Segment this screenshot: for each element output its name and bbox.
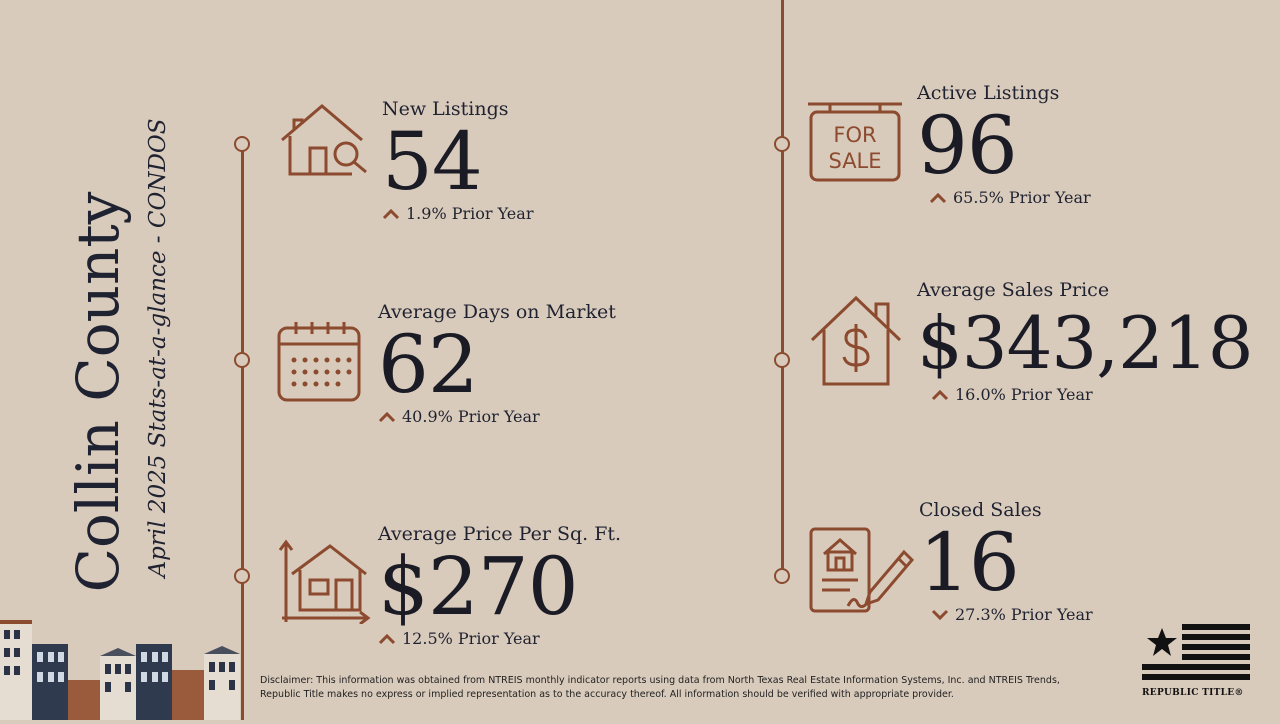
arrow-up-icon: [929, 192, 947, 203]
timeline-node: [234, 568, 250, 584]
stat-change: 1.9% Prior Year: [382, 204, 533, 223]
stat-avg-days-on-market: Average Days on Market 62 40.9% Prior Ye…: [378, 301, 616, 426]
stat-value: 16: [919, 516, 1020, 609]
for-sale-sign-icon: FOR SALE: [808, 100, 904, 184]
timeline-node: [774, 136, 790, 152]
stat-label: Average Days on Market: [378, 301, 616, 323]
house-search-icon: [276, 100, 372, 180]
arrow-up-icon: [931, 389, 949, 400]
stat-avg-price-per-sqft: Average Price Per Sq. Ft. $270 12.5% Pri…: [378, 523, 621, 648]
stat-change: 40.9% Prior Year: [378, 407, 616, 426]
stat-value: $270: [378, 540, 579, 633]
stat-new-listings: New Listings 54 1.9% Prior Year: [382, 98, 533, 223]
stat-change-text: 16.0% Prior Year: [955, 385, 1093, 404]
stat-label: Closed Sales: [919, 499, 1042, 521]
page-title: Collin County: [64, 191, 132, 593]
for-sale-line1: FOR: [833, 123, 876, 147]
stat-label: New Listings: [382, 98, 509, 120]
stat-change: 65.5% Prior Year: [929, 188, 1091, 207]
stat-value: 54: [382, 115, 483, 208]
house-area-icon: [276, 538, 372, 624]
stat-change: 12.5% Prior Year: [378, 629, 621, 648]
stat-value: $343,218: [917, 301, 1254, 385]
disclaimer-text: Disclaimer: This information was obtaine…: [260, 675, 1060, 700]
timeline-node: [774, 352, 790, 368]
stat-label: Average Sales Price: [917, 279, 1110, 301]
stat-value: 62: [378, 318, 479, 411]
arrow-down-icon: [931, 609, 949, 620]
left-timeline: [241, 140, 244, 720]
arrow-up-icon: [378, 411, 396, 422]
flag-star-icon: [1142, 624, 1250, 680]
right-timeline: [781, 0, 784, 578]
logo-text: REPUBLIC TITLE®: [1142, 688, 1244, 698]
house-dollar-icon: [808, 292, 908, 388]
stat-change: 16.0% Prior Year: [931, 385, 1253, 404]
stat-change-text: 27.3% Prior Year: [955, 605, 1093, 624]
stat-avg-sales-price: Average Sales Price $343,218 16.0% Prior…: [917, 279, 1254, 404]
stat-change: 27.3% Prior Year: [931, 605, 1093, 624]
calendar-icon: [276, 318, 362, 404]
townhouses-illustration: [0, 620, 244, 724]
stat-change-text: 1.9% Prior Year: [406, 204, 534, 223]
timeline-node: [234, 136, 250, 152]
stat-closed-sales: Closed Sales 16 27.3% Prior Year: [919, 499, 1093, 624]
stat-value: 96: [917, 99, 1018, 192]
stat-label: Average Price Per Sq. Ft.: [378, 523, 622, 545]
stat-label: Active Listings: [917, 82, 1060, 104]
stat-change-text: 12.5% Prior Year: [402, 629, 540, 648]
signed-contract-icon: [808, 526, 916, 616]
republic-title-logo: REPUBLIC TITLE®: [1142, 624, 1252, 698]
arrow-up-icon: [378, 633, 396, 644]
arrow-up-icon: [382, 208, 400, 219]
page-subtitle: April 2025 Stats-at-a-glance - CONDOS: [145, 118, 171, 578]
timeline-node: [234, 352, 250, 368]
for-sale-line2: SALE: [828, 149, 881, 173]
stat-change-text: 40.9% Prior Year: [402, 407, 540, 426]
stat-active-listings: Active Listings 96 65.5% Prior Year: [917, 82, 1091, 207]
stat-change-text: 65.5% Prior Year: [953, 188, 1091, 207]
timeline-node: [774, 568, 790, 584]
